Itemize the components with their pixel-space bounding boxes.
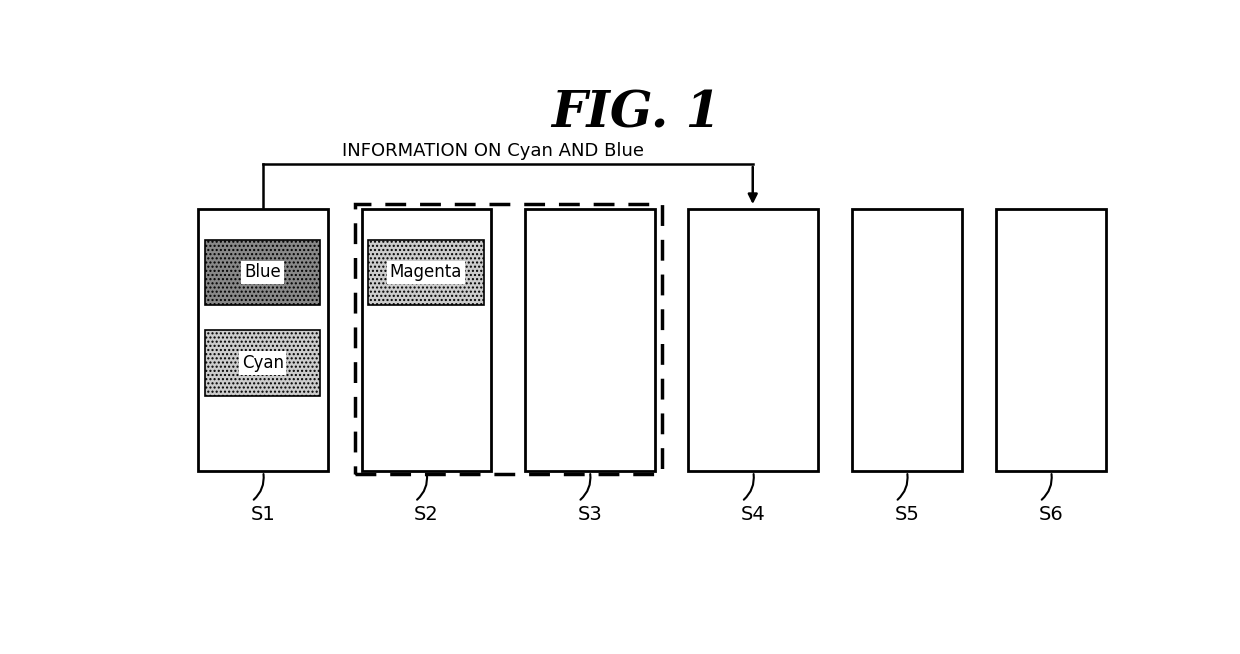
Text: S1: S1 (250, 505, 275, 524)
Bar (996, 209, 1106, 472)
Bar (525, 209, 655, 472)
Bar (198, 209, 327, 472)
Bar (205, 239, 320, 305)
Bar (688, 209, 818, 472)
Bar (368, 239, 484, 305)
Bar (852, 209, 962, 472)
Text: FIG. 1: FIG. 1 (551, 89, 720, 138)
Text: Magenta: Magenta (389, 264, 463, 281)
Bar (205, 330, 320, 396)
Text: S6: S6 (1039, 505, 1064, 524)
Text: S4: S4 (740, 505, 765, 524)
Text: S5: S5 (894, 505, 919, 524)
Text: Blue: Blue (244, 264, 281, 281)
Text: Cyan: Cyan (242, 354, 284, 372)
Text: S3: S3 (578, 505, 603, 524)
Text: S2: S2 (414, 505, 439, 524)
Bar (362, 209, 491, 472)
Text: INFORMATION ON Cyan AND Blue: INFORMATION ON Cyan AND Blue (342, 143, 645, 160)
Bar (355, 204, 662, 473)
